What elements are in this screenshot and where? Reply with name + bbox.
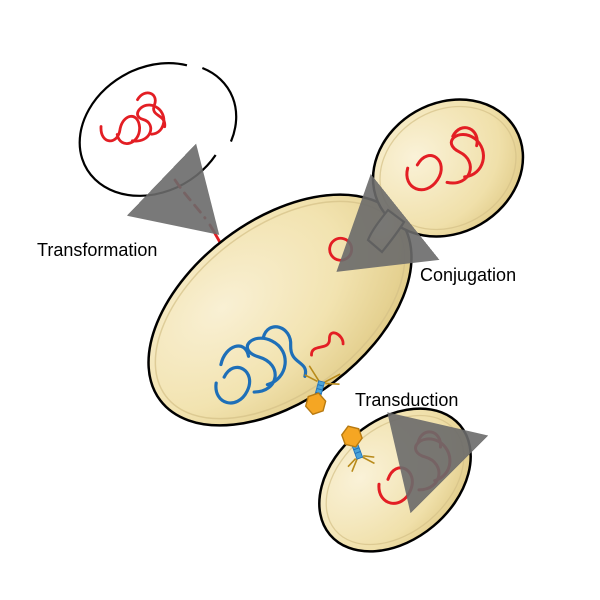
diagram-container: Transformation Conjugation Transduction [0,0,600,600]
conjugation-label: Conjugation [420,265,516,286]
transformation-arrow [188,205,212,228]
transduction-label: Transduction [355,390,458,411]
diagram-svg [0,0,600,600]
transformation-label: Transformation [37,240,157,261]
lysed-cell [55,33,258,222]
